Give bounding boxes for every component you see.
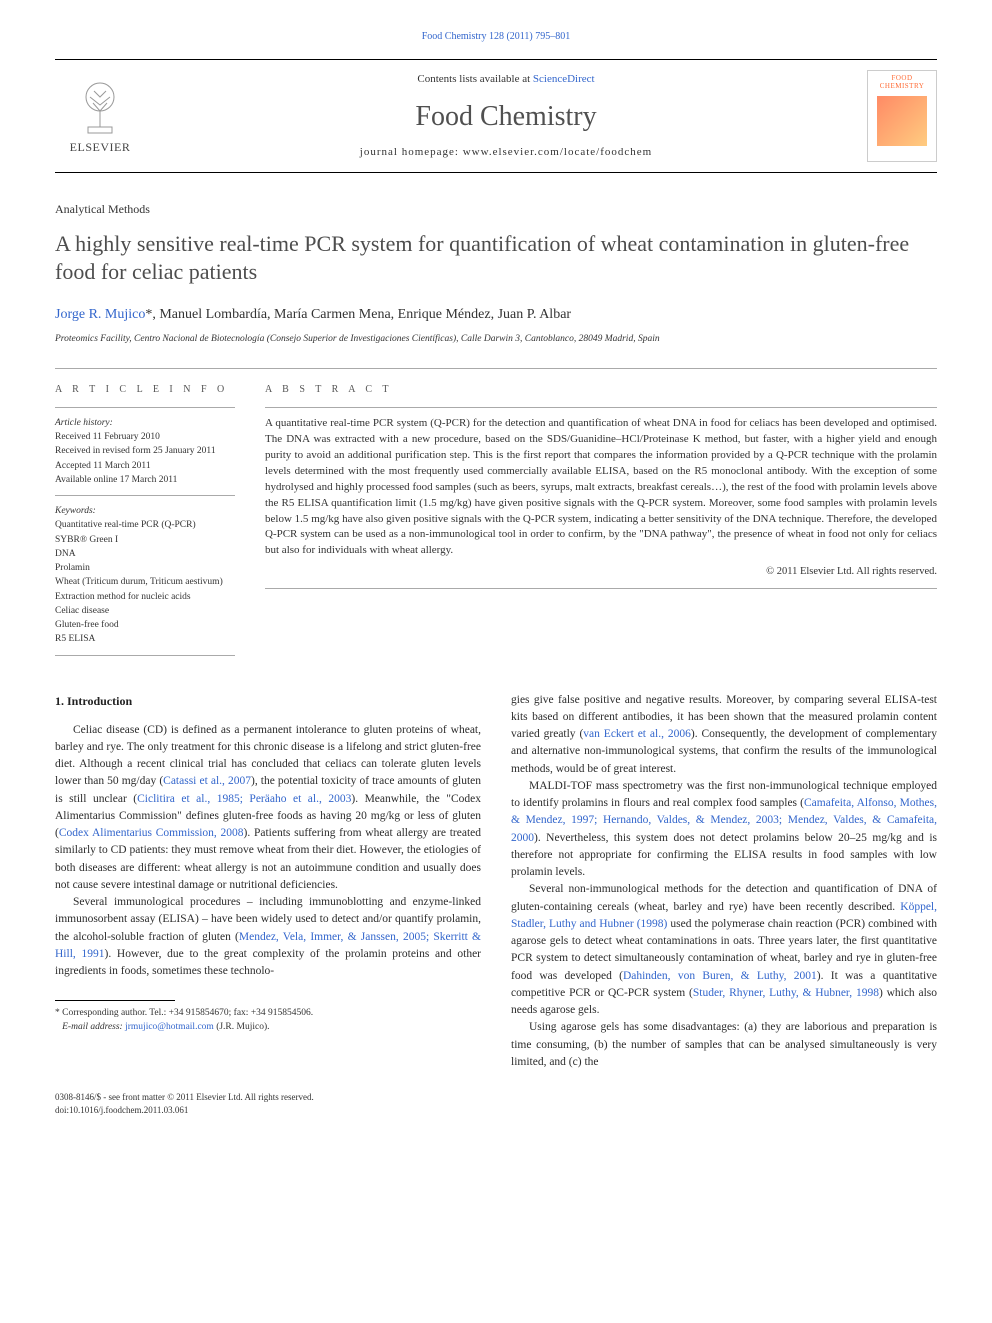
author-link[interactable]: Jorge R. Mujico (55, 307, 145, 322)
page-footer: 0308-8146/$ - see front matter © 2011 El… (55, 1091, 937, 1116)
journal-ref-link[interactable]: Food Chemistry 128 (2011) 795–801 (422, 31, 571, 42)
paragraph: Several immunological procedures – inclu… (55, 894, 481, 980)
paragraph: gies give false positive and negative re… (511, 692, 937, 778)
keywords-label: Keywords: (55, 506, 96, 516)
affiliation: Proteomics Facility, Centro Nacional de … (55, 333, 937, 346)
citation-link[interactable]: Ciclitira et al., 1985; Peräaho et al., … (137, 793, 351, 805)
intro-heading: 1. Introduction (55, 692, 481, 710)
citation-link[interactable]: van Eckert et al., 2006 (583, 728, 691, 740)
abstract-heading: A B S T R A C T (265, 383, 937, 397)
footnote-separator (55, 1000, 175, 1001)
homepage-url: www.elsevier.com/locate/foodchem (463, 146, 653, 158)
abstract-text: A quantitative real-time PCR system (Q-P… (265, 416, 937, 559)
footer-doi: doi:10.1016/j.foodchem.2011.03.061 (55, 1105, 188, 1115)
homepage-pre: journal homepage: (360, 146, 463, 158)
email-label: E-mail address: (62, 1022, 125, 1032)
citation-link[interactable]: Dahinden, von Buren, & Luthy, 2001 (623, 970, 817, 982)
article-info-heading: A R T I C L E I N F O (55, 383, 235, 397)
keyword: Extraction method for nucleic acids (55, 592, 191, 602)
elsevier-label: ELSEVIER (70, 139, 131, 156)
text: Several non-immunological methods for th… (511, 883, 937, 912)
journal-header: ELSEVIER Contents lists available at Sci… (55, 59, 937, 173)
paragraph: Using agarose gels has some disadvantage… (511, 1019, 937, 1071)
citation-link[interactable]: Catassi et al., 2007 (163, 775, 251, 787)
email-post: (J.R. Mujico). (214, 1022, 270, 1032)
article-title: A highly sensitive real-time PCR system … (55, 230, 937, 287)
text: ). Nevertheless, this system does not de… (511, 832, 937, 879)
keyword: Celiac disease (55, 606, 109, 616)
keyword: Quantitative real-time PCR (Q-PCR) (55, 520, 196, 530)
paragraph: Celiac disease (CD) is defined as a perm… (55, 722, 481, 895)
keyword: R5 ELISA (55, 634, 95, 644)
text: Using agarose gels has some disadvantage… (511, 1021, 937, 1068)
elsevier-logo: ELSEVIER (55, 77, 145, 156)
cover-thumb-image (877, 96, 927, 146)
article-section-label: Analytical Methods (55, 201, 937, 218)
body-columns: 1. Introduction Celiac disease (CD) is d… (55, 692, 937, 1072)
history-accepted: Accepted 11 March 2011 (55, 461, 151, 471)
abstract-column: A B S T R A C T A quantitative real-time… (265, 383, 937, 664)
keyword: Prolamin (55, 563, 90, 573)
divider (265, 407, 937, 408)
history-received: Received 11 February 2010 (55, 432, 160, 442)
journal-homepage: journal homepage: www.elsevier.com/locat… (145, 145, 867, 160)
keyword: Wheat (Triticum durum, Triticum aestivum… (55, 577, 223, 587)
cover-thumb-title: FOOD CHEMISTRY (872, 75, 932, 90)
divider (55, 407, 235, 408)
text: ). However, due to the great complexity … (55, 948, 481, 977)
paragraph: MALDI-TOF mass spectrometry was the firs… (511, 778, 937, 882)
email-link[interactable]: jrmujico@hotmail.com (125, 1022, 214, 1032)
footnote-corr: Corresponding author. Tel.: +34 91585467… (60, 1008, 313, 1018)
keyword: DNA (55, 549, 76, 559)
footer-line1: 0308-8146/$ - see front matter © 2011 El… (55, 1092, 314, 1102)
history-label: Article history: (55, 418, 113, 428)
contents-pre: Contents lists available at (417, 73, 532, 85)
history-online: Available online 17 March 2011 (55, 475, 177, 485)
header-center: Contents lists available at ScienceDirec… (145, 72, 867, 160)
right-column: gies give false positive and negative re… (511, 692, 937, 1072)
author-list: Jorge R. Mujico*, Manuel Lombardía, Marí… (55, 305, 937, 325)
journal-cover-thumbnail: FOOD CHEMISTRY (867, 70, 937, 162)
keyword: SYBR® Green I (55, 535, 118, 545)
copyright-line: © 2011 Elsevier Ltd. All rights reserved… (265, 565, 937, 580)
keywords-block: Keywords: Quantitative real-time PCR (Q-… (55, 504, 235, 647)
article-info-column: A R T I C L E I N F O Article history: R… (55, 383, 235, 664)
divider (55, 655, 235, 656)
contents-line: Contents lists available at ScienceDirec… (145, 72, 867, 87)
journal-reference: Food Chemistry 128 (2011) 795–801 (55, 30, 937, 44)
coauthors: , Manuel Lombardía, María Carmen Mena, E… (152, 307, 571, 322)
corresponding-author-footnote: * Corresponding author. Tel.: +34 915854… (55, 1007, 481, 1034)
divider (55, 368, 937, 369)
keyword: Gluten-free food (55, 620, 119, 630)
left-column: 1. Introduction Celiac disease (CD) is d… (55, 692, 481, 1072)
history-revised: Received in revised form 25 January 2011 (55, 446, 216, 456)
divider (55, 495, 235, 496)
elsevier-tree-icon (70, 77, 130, 137)
citation-link[interactable]: Codex Alimentarius Commission, 2008 (59, 827, 244, 839)
journal-title: Food Chemistry (145, 97, 867, 136)
divider (265, 588, 937, 589)
info-abstract-row: A R T I C L E I N F O Article history: R… (55, 383, 937, 664)
paragraph: Several non-immunological methods for th… (511, 881, 937, 1019)
sciencedirect-link[interactable]: ScienceDirect (533, 73, 595, 85)
citation-link[interactable]: Studer, Rhyner, Luthy, & Hubner, 1998 (693, 987, 879, 999)
article-history: Article history: Received 11 February 20… (55, 416, 235, 487)
